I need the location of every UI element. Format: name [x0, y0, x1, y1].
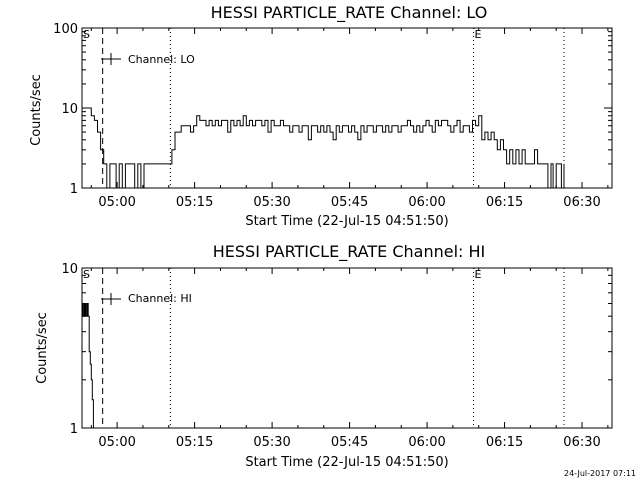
hi-y-tick-label: 1	[70, 422, 78, 437]
lo-x-tick-label: 05:45	[331, 195, 368, 210]
hi-x-axis-label: Start Time (22-Jul-15 04:51:50)	[245, 455, 448, 470]
lo-series-line	[82, 107, 565, 188]
hi-marker-label: E	[475, 268, 482, 281]
hi-x-tick-label: 06:00	[408, 435, 445, 450]
lo-x-tick-label: 06:15	[486, 195, 523, 210]
hi-series-line	[82, 303, 95, 428]
hi-x-tick-label: 06:15	[486, 435, 523, 450]
footer-timestamp: 24-Jul-2017 07:11	[564, 469, 636, 478]
lo-channel-panel: HESSI PARTICLE_RATE Channel: LO Counts/s…	[29, 3, 613, 229]
hi-plot-frame	[81, 267, 613, 429]
lo-marker-label: E	[475, 28, 482, 41]
hi-channel-panel: HESSI PARTICLE_RATE Channel: HI Counts/s…	[35, 242, 613, 470]
hi-chart-title: HESSI PARTICLE_RATE Channel: HI	[213, 242, 486, 262]
lo-x-tick-label: 05:00	[98, 195, 135, 210]
lo-chart-title: HESSI PARTICLE_RATE Channel: LO	[211, 3, 488, 23]
hi-marker-label: S	[83, 268, 90, 281]
lo-x-tick-label: 06:30	[563, 195, 600, 210]
hi-legend-label: Channel: HI	[128, 292, 192, 305]
hi-x-tick-label: 05:30	[253, 435, 290, 450]
hi-x-tick-label: 05:15	[176, 435, 213, 450]
hi-x-tick-label: 06:30	[563, 435, 600, 450]
lo-legend-label: Channel: LO	[128, 53, 195, 66]
lo-y-axis-label: Counts/sec	[29, 74, 44, 146]
lo-x-tick-label: 05:30	[253, 195, 290, 210]
lo-y-tick-label: 10	[61, 102, 78, 117]
hi-x-tick-label: 05:45	[331, 435, 368, 450]
hi-y-tick-label: 10	[61, 262, 78, 277]
lo-x-tick-label: 06:00	[408, 195, 445, 210]
lo-y-tick-label: 1	[70, 182, 78, 197]
lo-y-tick-label: 100	[53, 22, 78, 37]
lo-x-tick-label: 05:15	[176, 195, 213, 210]
hi-x-tick-label: 05:00	[98, 435, 135, 450]
lo-x-axis-label: Start Time (22-Jul-15 04:51:50)	[245, 214, 448, 229]
hi-y-axis-label: Counts/sec	[35, 312, 50, 384]
lo-marker-label: S	[83, 28, 90, 41]
